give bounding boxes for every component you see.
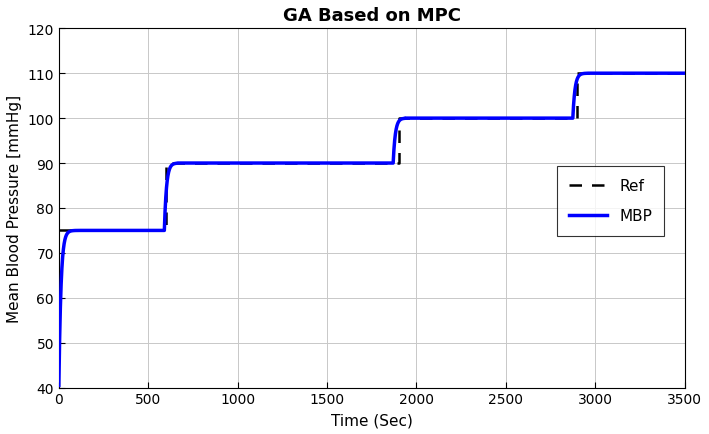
Title: GA Based on MPC: GA Based on MPC [283,7,461,25]
X-axis label: Time (Sec): Time (Sec) [331,412,413,427]
Y-axis label: Mean Blood Pressure [mmHg]: Mean Blood Pressure [mmHg] [7,95,22,322]
Legend: Ref, MBP: Ref, MBP [557,167,664,236]
